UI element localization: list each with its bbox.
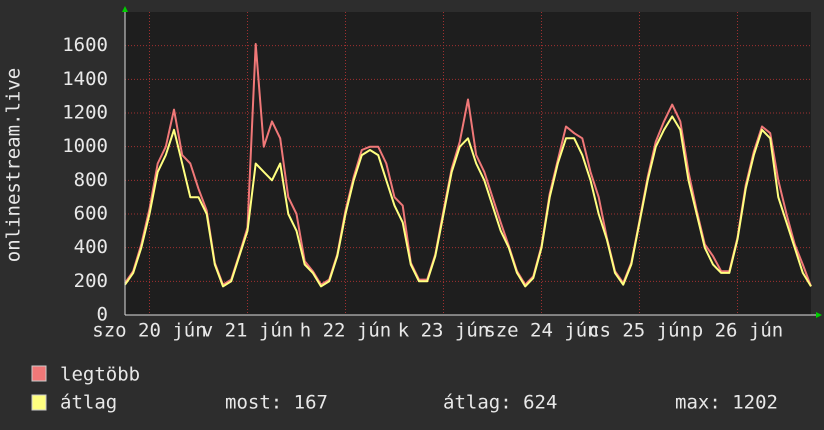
- x-tick-label: k 23 jún: [398, 320, 490, 342]
- x-tick-label: h 22 jún: [300, 320, 392, 342]
- legend-swatch: [31, 365, 47, 382]
- y-tick-label: 1200: [62, 102, 108, 124]
- y-axis-arrow: [122, 6, 128, 12]
- y-tick-label: 200: [74, 270, 108, 292]
- y-tick-label: 800: [74, 169, 108, 191]
- plot-area: [125, 12, 811, 315]
- x-tick-label: szo 20 jún: [92, 320, 206, 342]
- y-tick-label: 0: [97, 304, 108, 326]
- series-line: [124, 115, 812, 288]
- y-tick-label: 1000: [62, 135, 108, 157]
- x-tick-label: sze 24 jún: [484, 320, 598, 342]
- y-axis-label: onlinestream.live: [3, 68, 25, 262]
- y-tick-label: 1400: [62, 68, 108, 90]
- x-axis-arrow: [816, 312, 822, 318]
- legend-label: átlag: [60, 392, 117, 414]
- y-tick-label: 600: [74, 203, 108, 225]
- legend-label: legtöbb: [60, 364, 140, 386]
- x-tick-label: v 21 jún: [202, 320, 294, 342]
- stat: max: 1202: [675, 392, 778, 414]
- stat: most: 167: [225, 392, 328, 414]
- y-tick-label: 400: [74, 236, 108, 258]
- legend-swatch: [31, 394, 47, 411]
- x-tick-label: cs 25 jún: [588, 320, 691, 342]
- stat: átlag: 624: [443, 392, 557, 414]
- y-tick-label: 1600: [62, 34, 108, 56]
- x-tick-label: p 26 jún: [692, 320, 784, 342]
